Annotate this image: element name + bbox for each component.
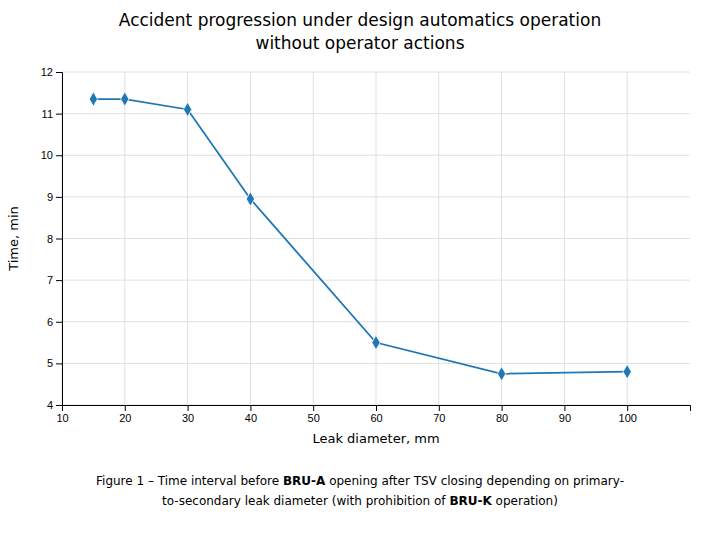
tick: 60	[370, 405, 382, 424]
x-axis-label: Leak diameter, mm	[312, 431, 439, 446]
tick-label: 50	[308, 412, 320, 424]
point	[246, 192, 254, 206]
chart: Accident progression under design automa…	[0, 0, 720, 540]
tick: 100	[619, 405, 637, 424]
grid-line-y	[62, 196, 690, 197]
title: Accident progression under design automa…	[119, 10, 601, 30]
grid-line-y	[62, 363, 690, 364]
point	[89, 92, 97, 106]
caption-part: to-secondary leak diameter (with prohibi…	[162, 494, 449, 508]
tick-mark	[627, 405, 628, 411]
caption-part: opening after TSV closing depending on p…	[325, 474, 624, 488]
caption-part: operation)	[492, 494, 558, 508]
grid-line-y	[62, 238, 690, 239]
tick: 10	[41, 149, 62, 161]
caption-part: Figure 1 – Time interval before	[96, 474, 283, 488]
tick-mark	[56, 114, 62, 115]
tick-label: 30	[182, 412, 194, 424]
tick-label: 11	[42, 108, 53, 120]
grid-line-y	[62, 321, 690, 322]
tick-label: 90	[559, 412, 571, 424]
tick: 11	[42, 108, 62, 120]
y-axis: 4 5 6 7 8 9 10 11 12	[41, 66, 63, 411]
tick-label: 10	[41, 149, 53, 161]
tick-mark	[313, 405, 314, 411]
tick: 4	[47, 399, 62, 411]
tick: 20	[119, 405, 131, 424]
tick: 7	[47, 274, 62, 286]
grid-line-y	[62, 155, 690, 156]
x-axis: 10 20 30 40 50 60 70 80 90 100	[56, 405, 690, 424]
grid-line-y	[62, 280, 690, 281]
tick-label: 20	[119, 412, 131, 424]
point	[623, 364, 631, 378]
tick-mark	[56, 239, 62, 240]
axis-line	[63, 406, 691, 412]
tick-label: 10	[56, 412, 68, 424]
tick-label: 6	[47, 316, 53, 328]
tick-label: 40	[245, 412, 257, 424]
tick-label: 5	[47, 357, 53, 369]
tick-mark	[188, 405, 189, 411]
tick-label: 100	[619, 412, 637, 424]
y-axis-label: Time, min	[6, 206, 21, 272]
point	[497, 367, 505, 381]
tick-mark	[56, 155, 62, 156]
tick: 5	[47, 357, 62, 369]
tick-label: 12	[41, 66, 53, 78]
tick: 40	[245, 405, 257, 424]
tick: 80	[496, 405, 508, 424]
tick: 30	[182, 405, 194, 424]
tick-mark	[125, 405, 126, 411]
tick-mark	[56, 280, 62, 281]
tick: 6	[47, 316, 62, 328]
tick-mark	[56, 363, 62, 364]
tick: 12	[41, 66, 62, 78]
tick-label: 80	[496, 412, 508, 424]
tick: 70	[433, 405, 445, 424]
tick: 10	[56, 405, 68, 424]
tick-mark	[56, 197, 62, 198]
tick: 50	[308, 405, 320, 424]
caption: Figure 1 – Time interval before BRU‑A op…	[96, 474, 624, 488]
tick-mark	[56, 322, 62, 323]
point	[372, 335, 380, 349]
tick-mark	[56, 72, 62, 73]
tick-label: 9	[47, 191, 53, 203]
caption: to-secondary leak diameter (with prohibi…	[162, 494, 558, 508]
point	[121, 92, 129, 106]
grid	[62, 72, 690, 405]
tick: 9	[47, 191, 62, 203]
point	[183, 102, 191, 116]
tick-label: 8	[47, 233, 53, 245]
plot-area: 10 20 30 40 50 60 70 80 90 100 4 5 6 7 8 9 10 11 12	[41, 66, 691, 424]
tick: 90	[559, 405, 571, 424]
subtitle: without operator actions	[255, 33, 464, 53]
tick-label: 4	[47, 399, 53, 411]
tick-mark	[502, 405, 503, 411]
grid-line-y	[62, 113, 690, 114]
tick-mark	[56, 405, 62, 406]
series	[89, 92, 631, 381]
grid-line-y	[62, 72, 690, 73]
tick-mark	[250, 405, 251, 411]
axis-line	[56, 73, 63, 406]
tick-label: 70	[433, 412, 445, 424]
caption-part: BRU‑A	[283, 474, 326, 488]
caption-part: BRU‑K	[449, 494, 492, 508]
tick-label: 60	[370, 412, 382, 424]
tick-mark	[564, 405, 565, 411]
tick-mark	[439, 405, 440, 411]
tick: 8	[47, 233, 62, 245]
tick-label: 7	[47, 274, 53, 286]
line	[93, 99, 627, 374]
tick-mark	[376, 405, 377, 411]
